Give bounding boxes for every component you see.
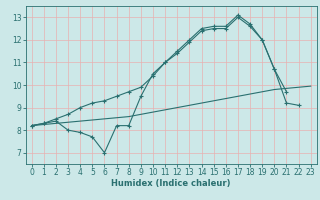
X-axis label: Humidex (Indice chaleur): Humidex (Indice chaleur) — [111, 179, 231, 188]
